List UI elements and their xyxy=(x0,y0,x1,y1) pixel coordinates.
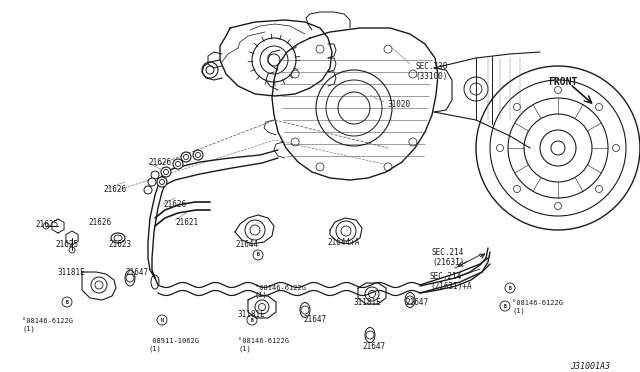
Text: 31181E: 31181E xyxy=(353,298,381,307)
Text: 08911-1062G
(1): 08911-1062G (1) xyxy=(148,338,199,352)
Circle shape xyxy=(144,186,152,194)
Text: B: B xyxy=(504,304,506,308)
Text: 21647: 21647 xyxy=(362,342,385,351)
Text: 21626: 21626 xyxy=(148,158,171,167)
Text: SEC.214
(2163I)+A: SEC.214 (2163I)+A xyxy=(430,272,472,291)
Circle shape xyxy=(157,177,167,187)
Circle shape xyxy=(161,167,171,177)
Text: B: B xyxy=(257,253,259,257)
Circle shape xyxy=(151,171,159,179)
Text: 21647: 21647 xyxy=(303,315,326,324)
Text: 31020: 31020 xyxy=(388,100,411,109)
Text: 21647: 21647 xyxy=(405,298,428,307)
Text: 31181E: 31181E xyxy=(58,268,86,277)
Circle shape xyxy=(148,178,156,186)
Circle shape xyxy=(247,315,257,325)
Circle shape xyxy=(157,315,167,325)
Text: SEC.214
(2163I): SEC.214 (2163I) xyxy=(432,248,465,267)
Text: J31001A3: J31001A3 xyxy=(570,362,610,371)
Text: FRONT: FRONT xyxy=(548,77,577,87)
Text: 21626: 21626 xyxy=(103,185,126,194)
Text: 21644+A: 21644+A xyxy=(327,238,360,247)
Circle shape xyxy=(181,152,191,162)
Circle shape xyxy=(253,250,263,260)
Circle shape xyxy=(193,150,203,160)
Circle shape xyxy=(500,301,510,311)
Text: °08146-6122G
(1): °08146-6122G (1) xyxy=(255,285,306,298)
Text: N: N xyxy=(161,317,163,323)
Circle shape xyxy=(62,297,72,307)
Text: °08146-6122G
(1): °08146-6122G (1) xyxy=(238,338,289,352)
Text: SEC.330
(33100): SEC.330 (33100) xyxy=(415,62,447,81)
Circle shape xyxy=(173,159,183,169)
Text: 21626: 21626 xyxy=(163,200,186,209)
Text: 21647: 21647 xyxy=(125,268,148,277)
Text: B: B xyxy=(509,285,511,291)
Text: 31181E: 31181E xyxy=(238,310,266,319)
Text: B: B xyxy=(251,317,253,323)
Text: 21621: 21621 xyxy=(175,218,198,227)
Text: 21625: 21625 xyxy=(55,240,78,249)
Text: 21625: 21625 xyxy=(35,220,58,229)
Text: °08146-6122G
(1): °08146-6122G (1) xyxy=(512,300,563,314)
Text: B: B xyxy=(65,299,68,305)
Text: 21623: 21623 xyxy=(108,240,131,249)
Circle shape xyxy=(505,283,515,293)
Text: °08146-6122G
(1): °08146-6122G (1) xyxy=(22,318,73,331)
Text: 21644: 21644 xyxy=(235,240,258,249)
Text: 21626: 21626 xyxy=(88,218,111,227)
